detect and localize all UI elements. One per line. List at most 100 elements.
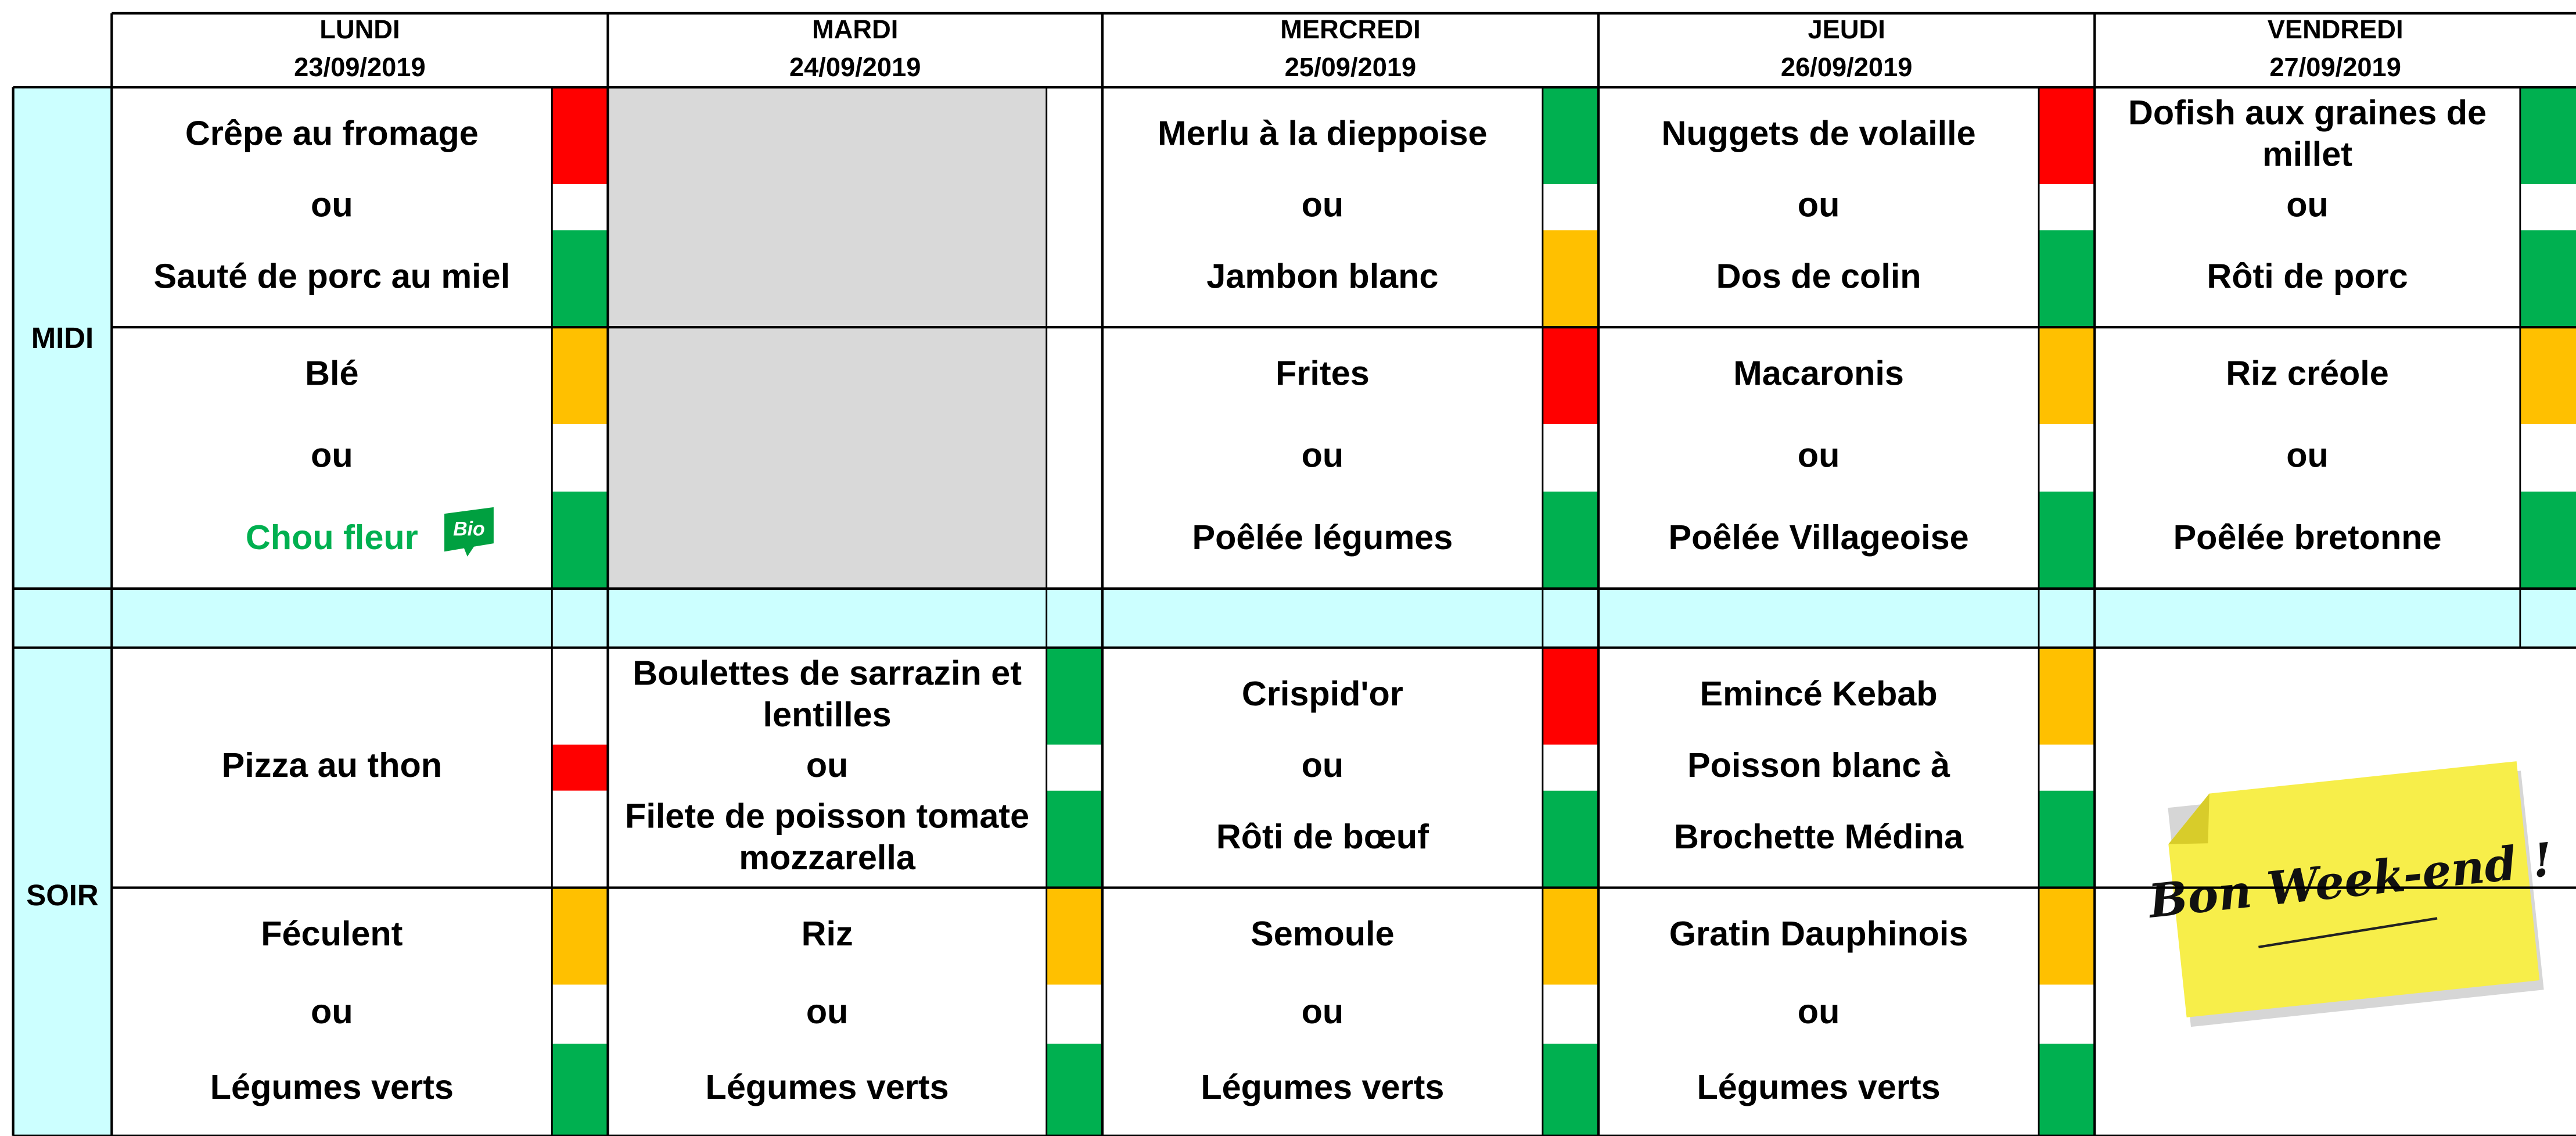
day-date: 23/09/2019 (294, 52, 425, 82)
dish: Semoule (1251, 914, 1394, 953)
nutrition-strip (1046, 984, 1102, 1044)
dish: Sauté de porc au miel (153, 256, 510, 295)
dish: Rôti de porc (2207, 256, 2408, 295)
dish: Brochette Médina (1674, 817, 1964, 856)
dish: Pizza au thon (222, 746, 442, 784)
dish: ou (1302, 746, 1344, 784)
dish: Dofish aux graines de millet (2128, 93, 2487, 173)
note-paper (2168, 761, 2540, 1017)
nutrition-strip (2039, 491, 2095, 589)
nutrition-strip (2039, 424, 2095, 492)
nutrition-strip (552, 424, 608, 492)
dish: ou (1798, 436, 1840, 475)
dish: ou (2286, 436, 2329, 475)
day-date: 26/09/2019 (1781, 52, 1912, 82)
meal-label: MIDI (31, 321, 94, 354)
nutrition-strip (552, 744, 608, 791)
nutrition-strip (1542, 491, 1599, 589)
bio-badge (444, 507, 494, 557)
dish: Blé (305, 353, 358, 392)
dish: Crispid'or (1242, 674, 1403, 713)
day-name: MARDI (812, 15, 898, 44)
nutrition-strip (1046, 647, 1102, 745)
dish: Crêpe au fromage (185, 113, 479, 152)
nutrition-strip (2039, 184, 2095, 231)
nutrition-strip (552, 647, 608, 745)
dish: Riz (802, 914, 853, 953)
nutrition-strip (2039, 790, 2095, 888)
meal-label: SOIR (26, 879, 98, 912)
nutrition-strip (2039, 230, 2095, 328)
nutrition-strip (1542, 647, 1599, 745)
dish: ou (311, 436, 353, 475)
note-underline (2258, 917, 2438, 948)
nutrition-strip (552, 887, 608, 985)
day-name: MERCREDI (1280, 15, 1420, 44)
dish: Légumes verts (1697, 1067, 1941, 1106)
nutrition-strip (552, 1044, 608, 1136)
meal-label-column (13, 87, 112, 1136)
nutrition-strip (2520, 424, 2576, 492)
nutrition-strip (2039, 1044, 2095, 1136)
nutrition-strip (552, 327, 608, 425)
nutrition-strip (1542, 1044, 1599, 1136)
nutrition-strip (1542, 230, 1599, 328)
dish: Boulettes de sarrazin et lentilles (633, 653, 1022, 733)
dish: ou (1798, 185, 1840, 224)
dish: ou (2286, 185, 2329, 224)
nutrition-strip (552, 184, 608, 231)
dish: Légumes verts (210, 1067, 454, 1106)
dish: Poisson blanc à (1687, 746, 1950, 784)
nutrition-strip (1542, 184, 1599, 231)
dish: Filete de poisson tomate mozzarella (625, 796, 1029, 876)
nutrition-strip (2520, 327, 2576, 425)
nutrition-strip (1542, 87, 1599, 185)
dish: Macaronis (1733, 353, 1904, 392)
nutrition-strip (2520, 491, 2576, 589)
dish: ou (1798, 992, 1840, 1031)
nutrition-strip (1542, 887, 1599, 985)
day-date: 25/09/2019 (1285, 52, 1416, 82)
dish: ou (311, 185, 353, 224)
dish: Poêlée bretonne (2173, 518, 2442, 557)
nutrition-strip (2039, 887, 2095, 985)
nutrition-strip (1046, 790, 1102, 888)
bio-label: Bio (453, 518, 485, 540)
dish: ou (1302, 185, 1344, 224)
dish: ou (806, 746, 849, 784)
nutrition-strip (552, 984, 608, 1044)
day-date: 24/09/2019 (789, 52, 921, 82)
dish: Emincé Kebab (1700, 674, 1938, 713)
separator-row (112, 588, 2576, 648)
nutrition-strip (552, 87, 608, 185)
nutrition-strip (552, 491, 608, 589)
dish: ou (1302, 992, 1344, 1031)
nutrition-strip (2520, 230, 2576, 328)
dish: Riz créole (2226, 353, 2389, 392)
nutrition-strip (2039, 984, 2095, 1044)
dish: ou (311, 992, 353, 1031)
sticky-note: Bon Week-end ! (2145, 761, 2555, 1027)
dish: Légumes verts (706, 1067, 949, 1106)
nutrition-strip (1046, 744, 1102, 791)
day-name: JEUDI (1808, 15, 1885, 44)
nutrition-strip (552, 790, 608, 888)
dish: Merlu à la dieppoise (1158, 113, 1488, 152)
dish: Rôti de bœuf (1216, 817, 1429, 856)
dish: Poêlée légumes (1192, 518, 1453, 557)
nutrition-strip (1542, 424, 1599, 492)
nutrition-strip (552, 230, 608, 328)
nutrition-strip (1542, 744, 1599, 791)
nutrition-strip (1046, 1044, 1102, 1136)
dish: Jambon blanc (1206, 256, 1438, 295)
nutrition-strip (1542, 790, 1599, 888)
nutrition-strip (2039, 87, 2095, 185)
dish: Féculent (261, 914, 403, 953)
dish: Chou fleur (246, 518, 418, 557)
nutrition-strip (1542, 984, 1599, 1044)
nutrition-strip (1542, 327, 1599, 425)
dish: Nuggets de volaille (1662, 113, 1976, 152)
nutrition-strip (2520, 87, 2576, 185)
nutrition-strip (2039, 327, 2095, 425)
